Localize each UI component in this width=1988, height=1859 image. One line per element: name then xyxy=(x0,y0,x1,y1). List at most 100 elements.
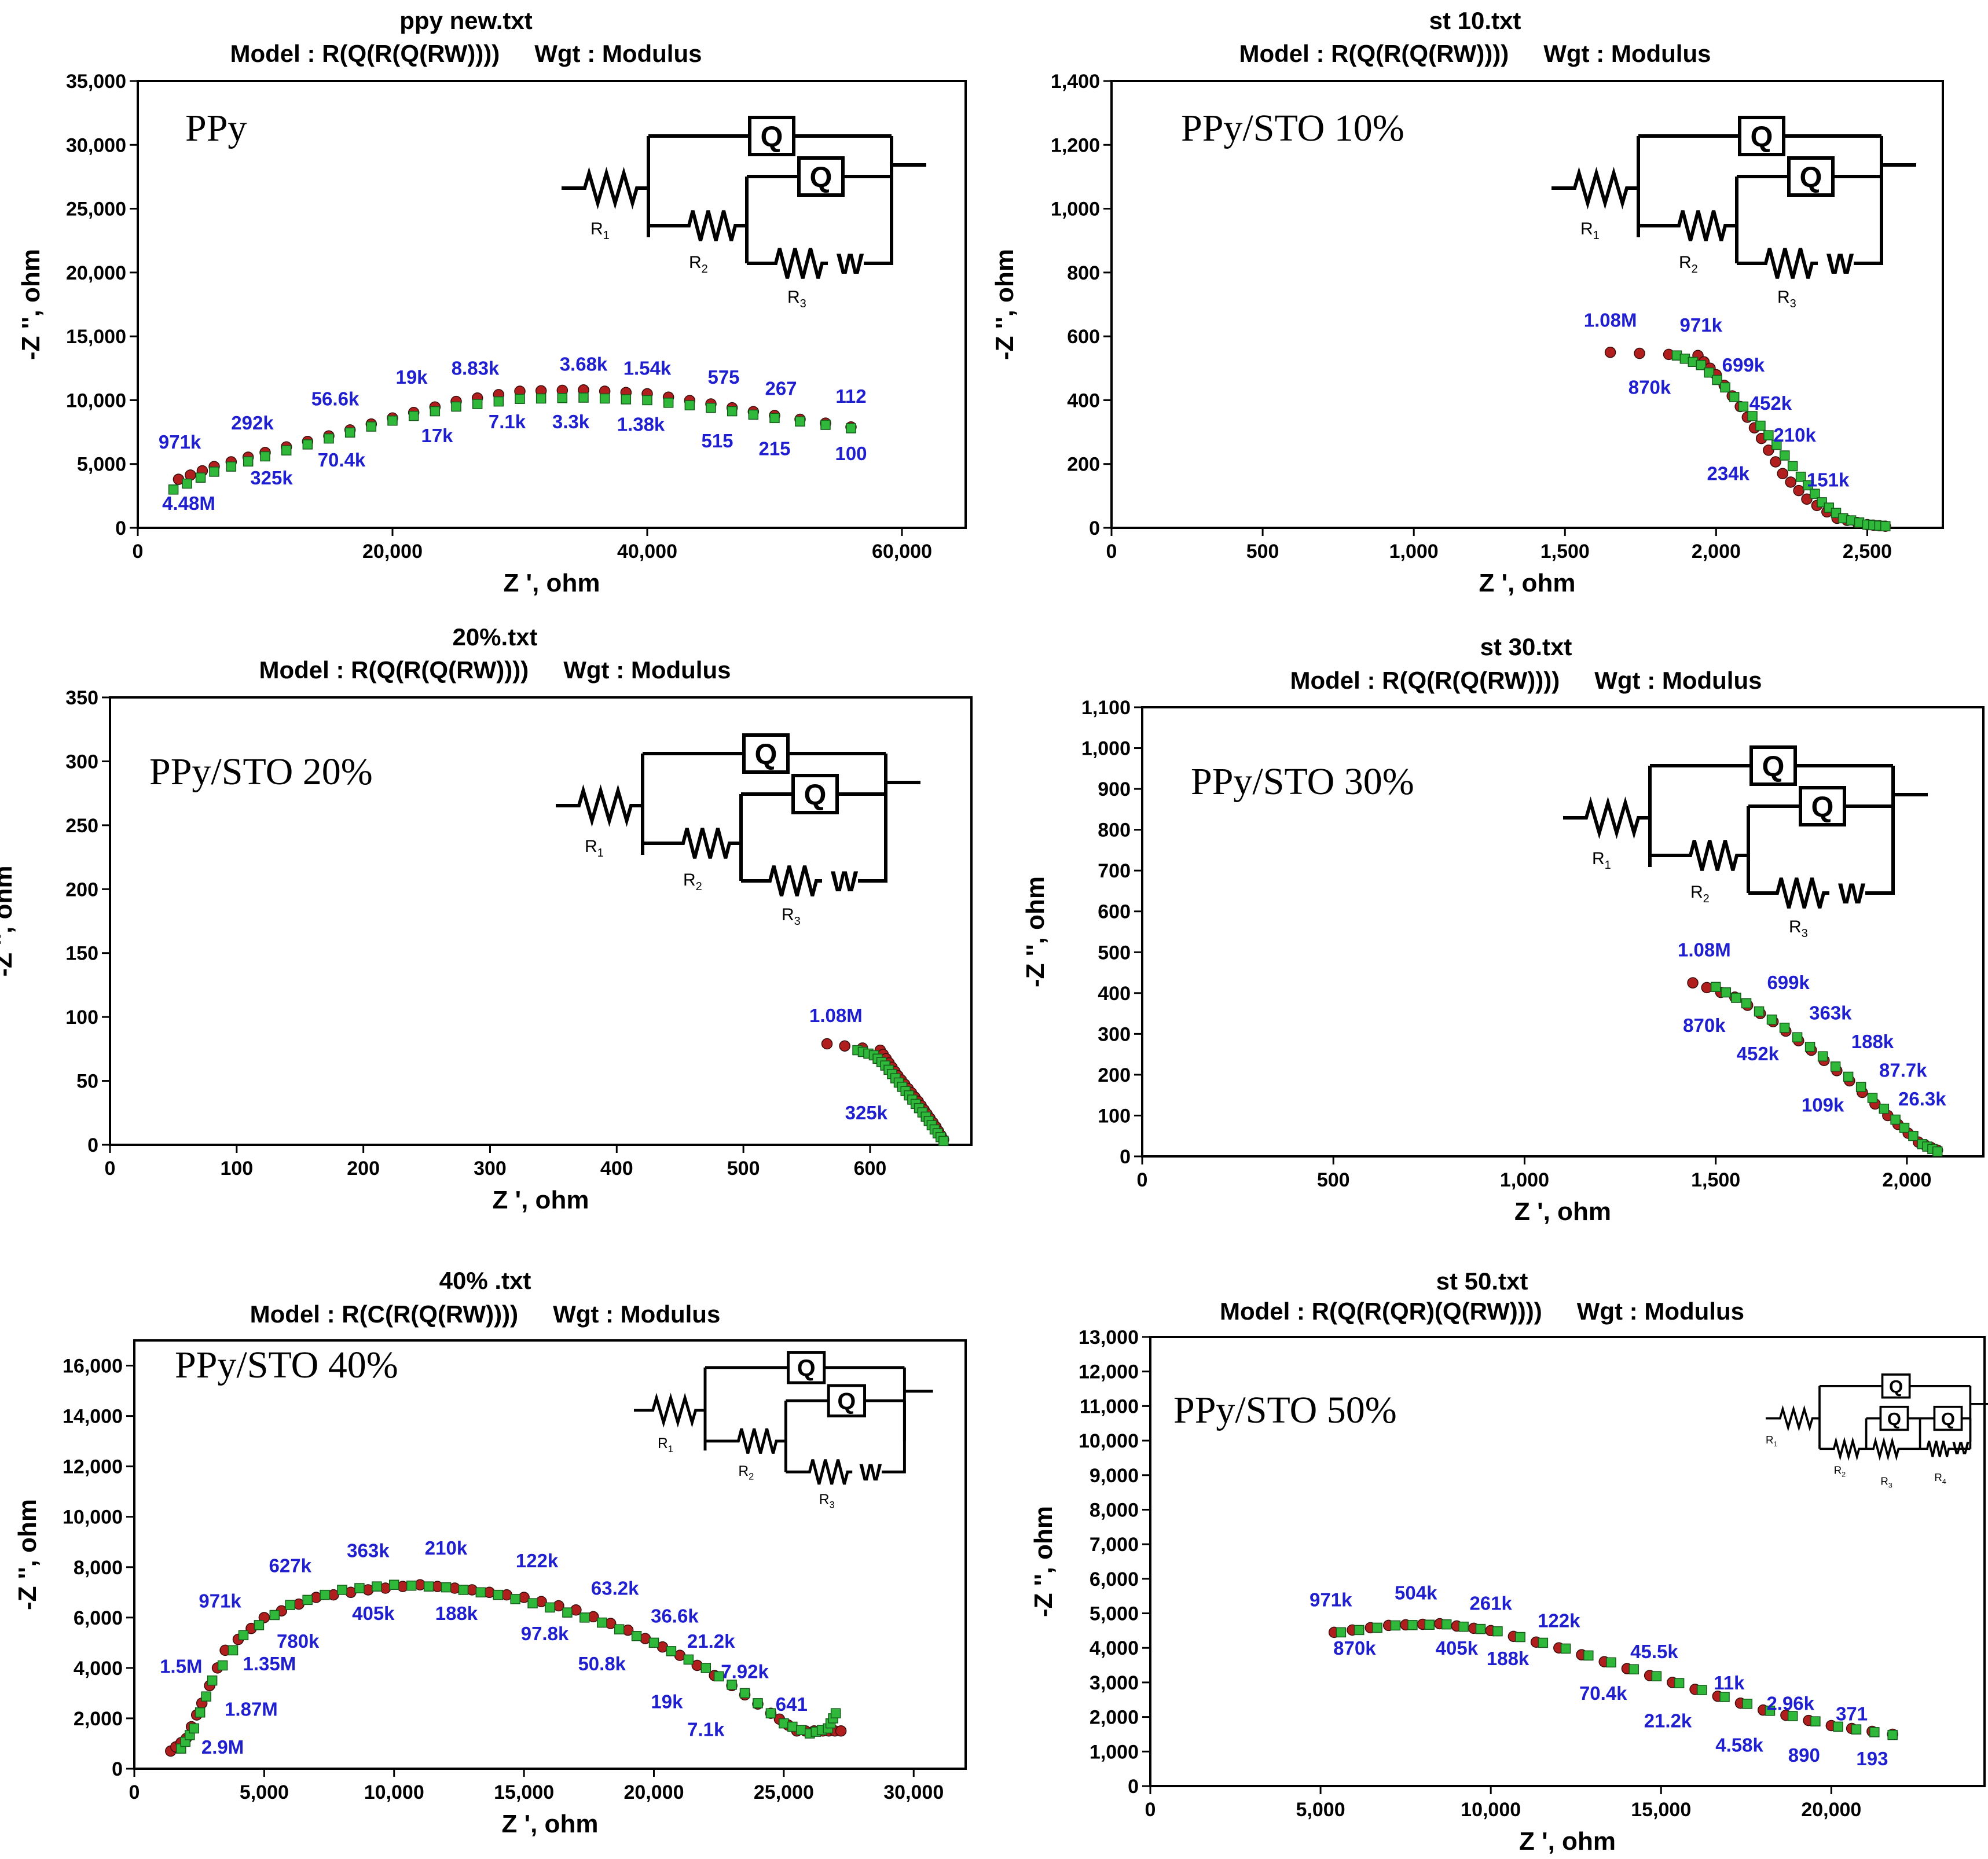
y-tick-label: 2,000 xyxy=(1090,1707,1139,1729)
label-r2: R2 xyxy=(1834,1464,1846,1479)
data-point-fitted xyxy=(423,1581,434,1592)
y-tick-label: 15,000 xyxy=(66,326,126,348)
data-point-fitted xyxy=(1887,1729,1898,1740)
data-point-fitted xyxy=(389,1579,399,1590)
cpe-q1-label: Q xyxy=(797,1355,816,1382)
frequency-label: 215 xyxy=(758,438,790,459)
data-point-fitted xyxy=(579,1612,590,1623)
data-point-fitted xyxy=(451,401,461,412)
x-tick-label: 10,000 xyxy=(1461,1799,1521,1821)
x-tick-label: 20,000 xyxy=(624,1781,684,1803)
data-point-fitted xyxy=(527,1598,538,1608)
cpe-q3-label: Q xyxy=(1941,1409,1955,1429)
data-point-fitted xyxy=(1867,1093,1878,1103)
resistor-r2 xyxy=(705,1428,786,1454)
cpe-q1-box xyxy=(1738,116,1785,156)
sample-label: PPy xyxy=(185,107,247,149)
model-text: Model : R(Q(R(QR)(Q(RW)))) xyxy=(1220,1298,1542,1325)
x-tick-label: 0 xyxy=(1145,1799,1156,1821)
data-point-fitted xyxy=(195,472,206,483)
cpe-q2-box xyxy=(827,1384,866,1417)
x-tick-label: 0 xyxy=(1137,1169,1148,1191)
data-point-fitted xyxy=(1583,1650,1594,1661)
data-point-fitted xyxy=(354,1583,365,1593)
frequency-label: 50.8k xyxy=(578,1653,626,1674)
y-tick-label: 800 xyxy=(1067,262,1100,284)
x-tick-label: 40,000 xyxy=(617,541,677,563)
data-point-fitted xyxy=(510,1594,520,1604)
frequency-label: 7.1k xyxy=(687,1718,725,1740)
chart-file-title: st 50.txt xyxy=(1436,1268,1528,1295)
data-point-fitted xyxy=(1651,1671,1662,1681)
data-point-fitted xyxy=(1475,1623,1486,1634)
chart-model-title: Model : R(Q(R(Q(RW)))) Wgt : Modulus xyxy=(259,656,731,684)
data-point-fitted xyxy=(1458,1621,1469,1632)
data-point-fitted xyxy=(1704,367,1714,378)
y-tick-label: 300 xyxy=(1098,1023,1131,1045)
data-point-measured xyxy=(835,1725,847,1737)
data-point-fitted xyxy=(182,478,192,489)
data-point-fitted xyxy=(1354,1625,1365,1636)
data-point-fitted xyxy=(472,399,483,409)
sample-label: PPy/STO 20% xyxy=(149,751,373,793)
data-point-fitted xyxy=(1817,1051,1828,1061)
y-tick-label: 6,000 xyxy=(74,1607,123,1629)
x-tick-label: 15,000 xyxy=(1631,1799,1691,1821)
x-tick-label: 400 xyxy=(600,1158,633,1180)
data-point-fitted xyxy=(1765,1706,1776,1716)
resistor-r3 xyxy=(1737,248,1818,279)
data-point-measured xyxy=(1763,444,1774,456)
chart-panel-3: 20%.txt Model : R(Q(R(Q(RW)))) Wgt : Modul… xyxy=(0,623,973,1214)
resistor-r2 xyxy=(1820,1436,1866,1461)
label-r1: R1 xyxy=(1592,849,1611,872)
frequency-label: 971k xyxy=(1680,314,1723,336)
resistor-r2 xyxy=(648,210,747,241)
data-point-fitted xyxy=(1879,1103,1890,1114)
plot-frame xyxy=(109,696,973,1146)
frequency-label: 2.96k xyxy=(1766,1693,1814,1714)
model-text: Model : R(C(R(Q(RW)))) xyxy=(250,1300,518,1328)
x-tick-label: 0 xyxy=(133,541,144,563)
y-tick-label: 300 xyxy=(65,751,98,773)
data-point-fitted xyxy=(1729,392,1740,402)
series-fitted xyxy=(168,392,856,495)
frequency-label: 971k xyxy=(199,1590,241,1611)
plot-frame xyxy=(1149,1336,1986,1787)
resistor-r3 xyxy=(786,1459,853,1485)
frequency-label: 45.5k xyxy=(1630,1641,1678,1662)
data-point-fitted xyxy=(1755,420,1766,431)
data-point-fitted xyxy=(727,406,738,417)
y-tick-label: 400 xyxy=(1067,390,1100,412)
frequency-label: 122k xyxy=(1538,1610,1580,1631)
frequency-label: 100 xyxy=(835,443,867,464)
data-point-fitted xyxy=(281,445,292,455)
y-tick-label: 12,000 xyxy=(63,1456,123,1478)
frequency-label: 122k xyxy=(516,1550,559,1571)
plot-frame xyxy=(133,1339,967,1770)
y-tick-label: 200 xyxy=(1098,1064,1131,1086)
data-point-fitted xyxy=(1851,1724,1862,1735)
data-point-fitted xyxy=(1710,982,1721,992)
frequency-label: 971k xyxy=(1310,1589,1352,1611)
x-axis-label: Z ', ohm xyxy=(504,569,600,597)
wire xyxy=(745,175,892,263)
frequency-label: 7.1k xyxy=(489,411,526,432)
frequency-label: 371 xyxy=(1836,1703,1868,1725)
chart-file-title: st 30.txt xyxy=(1480,633,1572,660)
x-axis-label: Z ', ohm xyxy=(502,1810,599,1838)
series-fitted xyxy=(1710,982,1943,1157)
data-point-fitted xyxy=(493,396,504,407)
frequency-label: 112 xyxy=(835,385,866,407)
data-point-fitted xyxy=(1407,1620,1418,1630)
data-point-fitted xyxy=(779,1718,789,1729)
data-point-fitted xyxy=(226,461,237,472)
frequency-label: 56.6k xyxy=(311,388,360,409)
frequency-label: 188k xyxy=(1487,1648,1529,1669)
frequency-label: 1.08M xyxy=(1584,310,1637,331)
frequency-label: 19k xyxy=(651,1691,683,1713)
resistor-r3 xyxy=(741,865,822,897)
x-tick-label: 2,000 xyxy=(1882,1169,1931,1191)
data-point-fitted xyxy=(1720,382,1730,393)
frequency-label: 971k xyxy=(159,431,201,453)
cpe-q2-label: Q xyxy=(837,1388,856,1415)
